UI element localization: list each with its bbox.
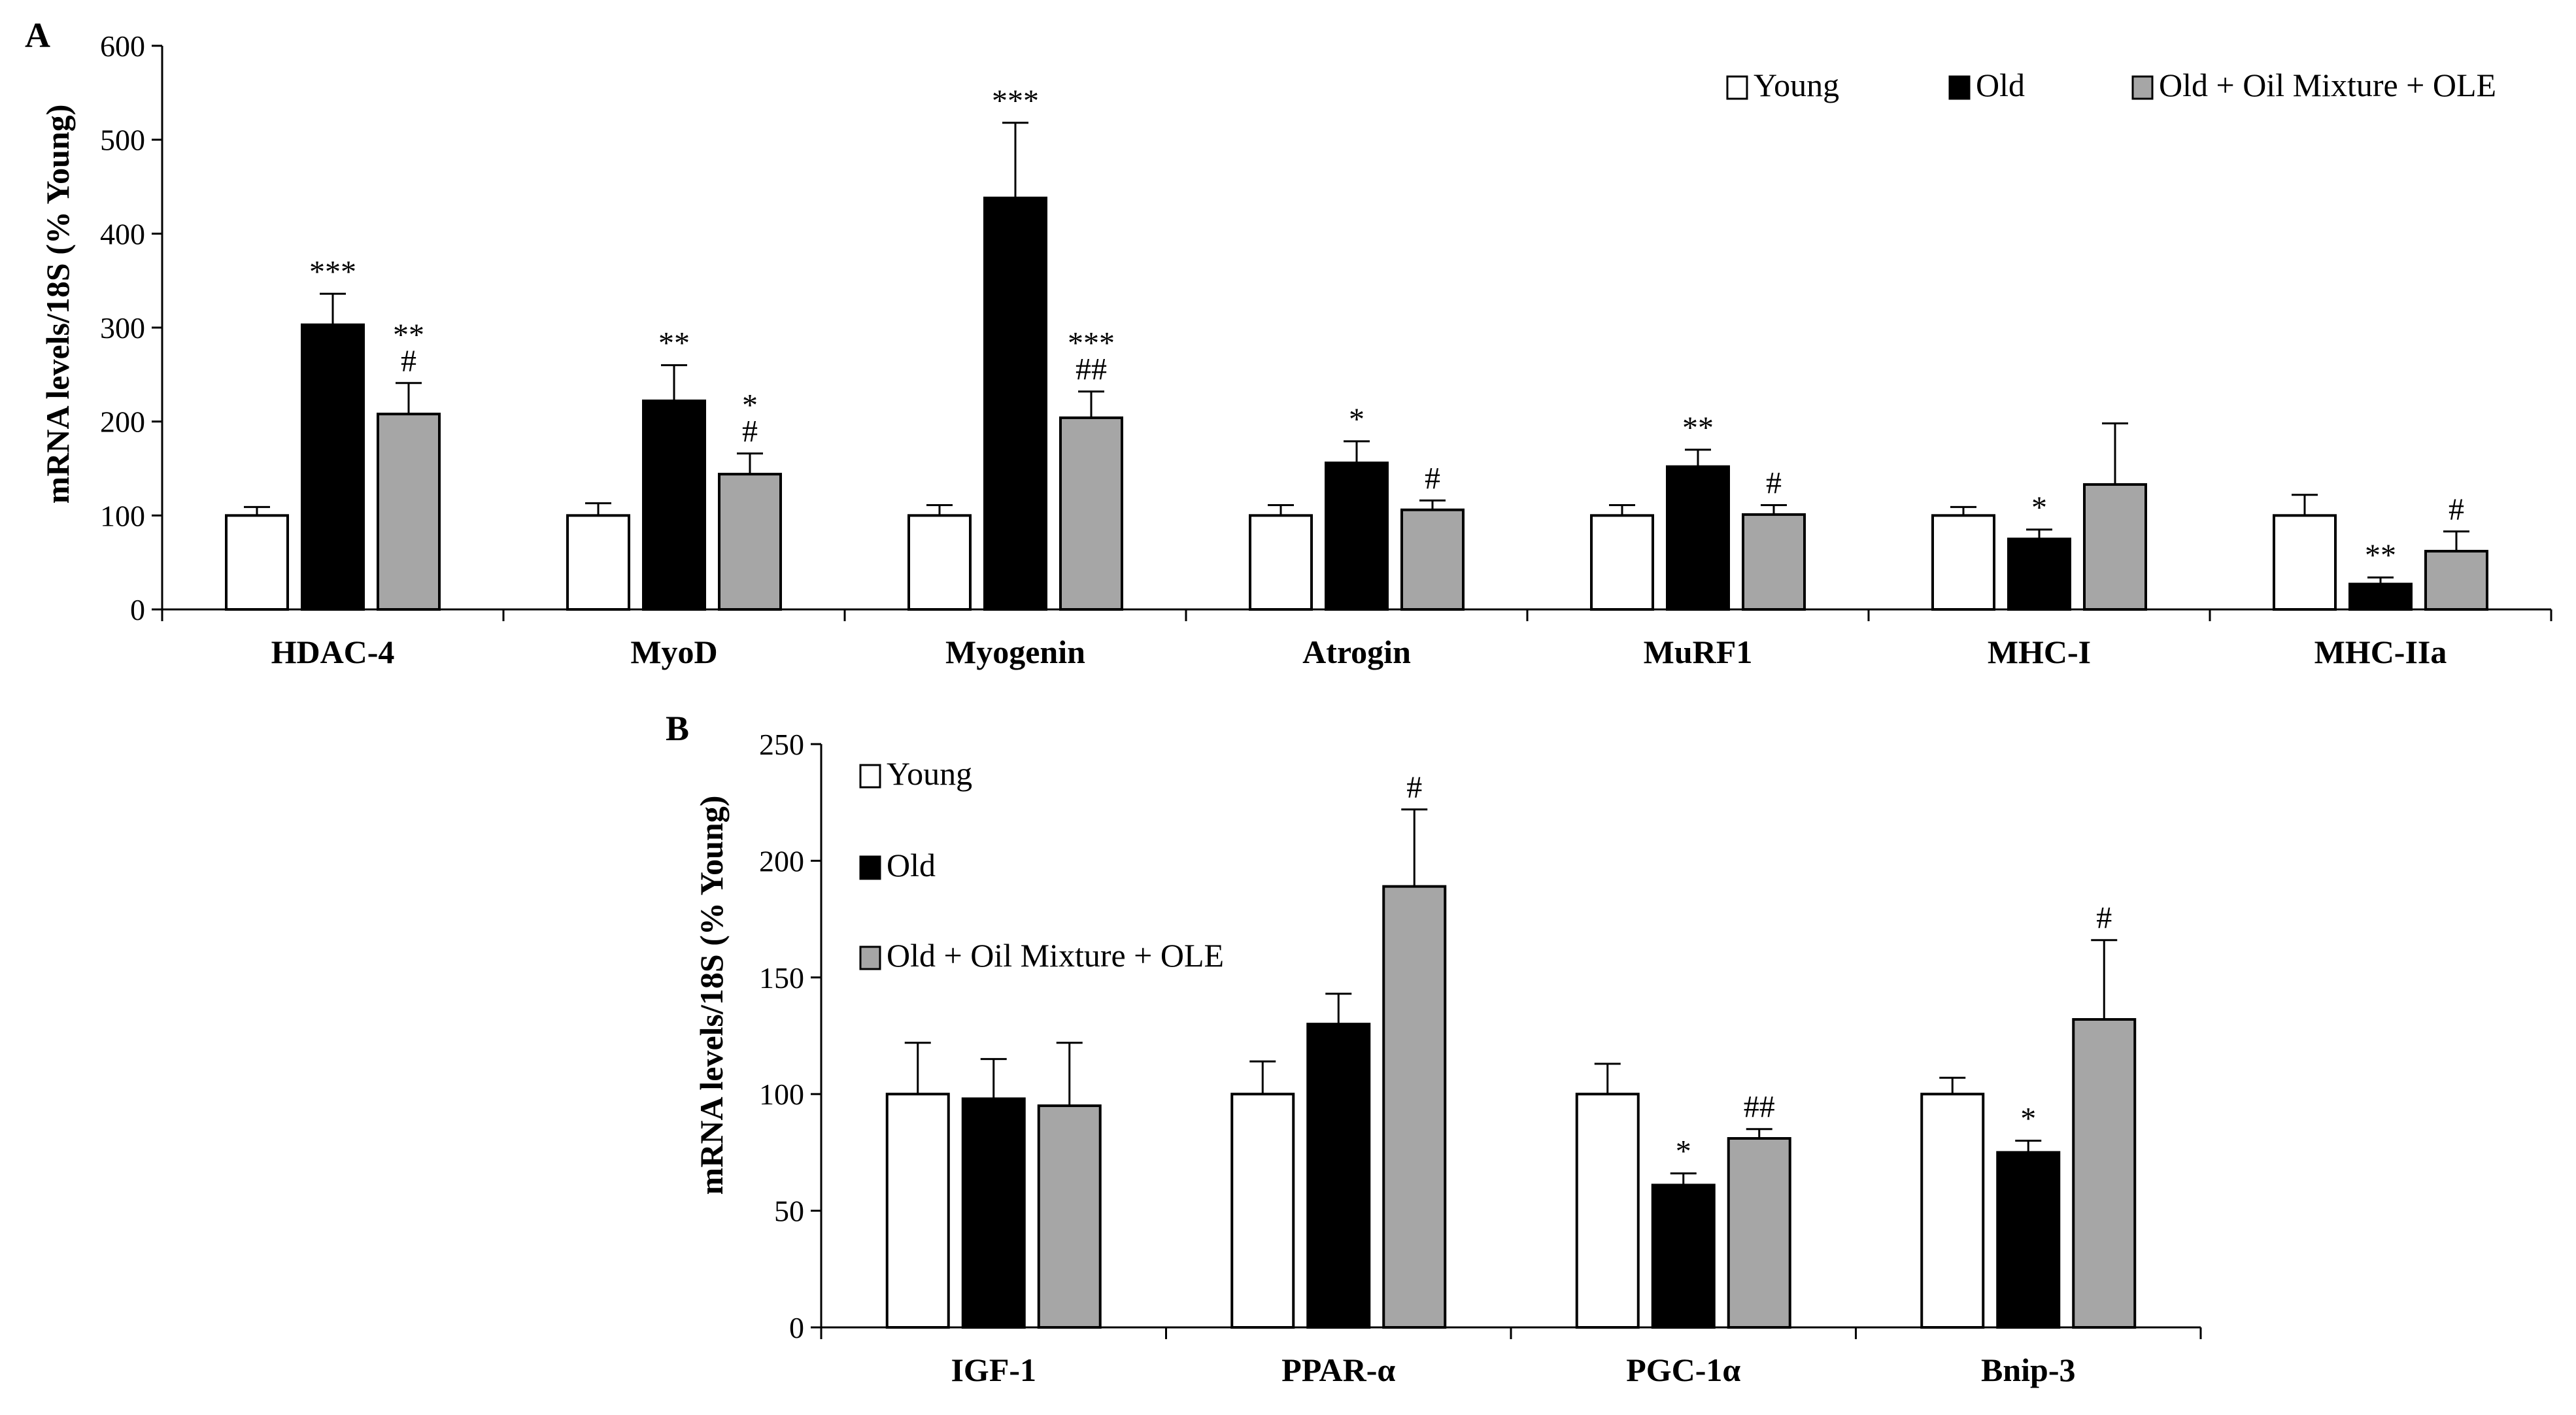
- panel-b: B mRNA levels/18S (% Young) 0 50 100 150 200…: [666, 709, 2202, 1388]
- legend-swatch-old-oil-mixture-ole: [2131, 75, 2154, 100]
- bar-mhc-i-old-oil-mixture-ole: [2083, 483, 2147, 611]
- y-tick-label: 200: [759, 844, 804, 878]
- significance-label: *: [2020, 1102, 2036, 1136]
- y-tick-label: 50: [774, 1195, 804, 1228]
- bar-atrogin-young: [1249, 514, 1313, 611]
- significance-label: **: [658, 326, 690, 360]
- significance-label: *: [742, 388, 758, 423]
- bar-pgc-1-old-oil-mixture-ole: [1727, 1136, 1791, 1329]
- y-tick-label: 300: [100, 311, 145, 345]
- significance-label: ***: [992, 84, 1039, 118]
- category-label-bnip-3: Bnip-3: [1981, 1352, 2076, 1388]
- significance-label: ##: [1744, 1090, 1775, 1125]
- y-tick-label: 0: [130, 593, 145, 626]
- y-tick-label: 150: [759, 961, 804, 995]
- y-tick-label: 0: [789, 1311, 804, 1344]
- bar-myogenin-old: [983, 196, 1047, 611]
- significance-label: #: [2449, 492, 2464, 527]
- significance-label: #: [401, 344, 416, 379]
- significance-label: ##: [1076, 352, 1107, 387]
- bar-atrogin-old-oil-mixture-ole: [1400, 508, 1465, 611]
- y-tick-label: 100: [759, 1078, 804, 1111]
- significance-label: ***: [309, 254, 356, 289]
- significance-label: ***: [1068, 326, 1115, 361]
- bar-igf-1-old: [961, 1097, 1026, 1329]
- bar-mhc-iia-young: [2273, 514, 2337, 611]
- bar-myogenin-old-oil-mixture-ole: [1059, 416, 1123, 611]
- bar-murf1-old-oil-mixture-ole: [1742, 513, 1806, 611]
- bar-igf-1-young: [885, 1093, 950, 1329]
- legend-label-young: Young: [1754, 67, 1839, 103]
- legend-swatch-young: [859, 764, 881, 789]
- bar-bnip-3-old-oil-mixture-ole: [2072, 1018, 2137, 1329]
- legend-swatch-young: [1726, 75, 1748, 100]
- legend-label-old: Old: [887, 847, 936, 883]
- bar-hdac-4-old: [301, 323, 365, 611]
- y-tick-label: 600: [100, 29, 145, 63]
- bar-bnip-3-young: [1920, 1093, 1985, 1329]
- panel-a-label: A: [25, 16, 50, 55]
- significance-label: #: [1766, 466, 1782, 501]
- category-label-mhc-i: MHC-I: [1988, 634, 2091, 670]
- panel-a: A mRNA levels/18S (% Young) 0 100 200 300 40…: [25, 16, 2552, 670]
- y-tick-label: 250: [759, 728, 804, 761]
- legend-label-old: Old: [1976, 67, 2025, 103]
- bar-pgc-1-young: [1575, 1093, 1640, 1329]
- significance-label: *: [1349, 402, 1364, 437]
- bar-ppar-old: [1306, 1023, 1371, 1329]
- category-label-mhc-iia: MHC-IIa: [2314, 634, 2447, 670]
- bar-mhc-iia-old: [2348, 583, 2413, 611]
- bar-ppar-young: [1230, 1093, 1295, 1329]
- significance-label: #: [1425, 461, 1440, 496]
- significance-label: *: [1676, 1134, 1691, 1169]
- legend-swatch-old: [1948, 75, 1971, 100]
- significance-label: *: [2031, 490, 2047, 525]
- bar-igf-1-old-oil-mixture-ole: [1037, 1104, 1102, 1329]
- y-tick-label: 200: [100, 405, 145, 439]
- category-label-igf-1: IGF-1: [951, 1352, 1036, 1388]
- panel-b-y-axis-title: mRNA levels/18S (% Young): [693, 796, 730, 1195]
- bar-mhc-i-old: [2007, 537, 2071, 611]
- bar-murf1-young: [1590, 514, 1654, 611]
- bar-myod-old-oil-mixture-ole: [718, 473, 782, 611]
- category-label-atrogin: Atrogin: [1302, 634, 1411, 670]
- bar-mhc-i-young: [1931, 514, 1995, 611]
- significance-label: **: [2365, 538, 2396, 573]
- bar-bnip-3-old: [1996, 1151, 2061, 1329]
- category-label-myod: MyoD: [630, 634, 717, 670]
- bar-myogenin-young: [907, 514, 972, 611]
- significance-label: **: [393, 318, 424, 352]
- y-tick-label: 100: [100, 499, 145, 532]
- significance-label: **: [1682, 411, 1714, 445]
- legend-label-old-oil-mixture-ole: Old + Oil Mixture + OLE: [2159, 67, 2496, 103]
- category-label-myogenin: Myogenin: [945, 634, 1085, 670]
- bar-myod-young: [566, 514, 630, 611]
- category-label-hdac-4: HDAC-4: [271, 634, 395, 670]
- legend-label-young: Young: [887, 755, 972, 792]
- bar-hdac-4-young: [225, 514, 289, 611]
- bar-atrogin-old: [1325, 461, 1389, 611]
- y-tick-label: 500: [100, 124, 145, 157]
- legend-label-old-oil-mixture-ole: Old + Oil Mixture + OLE: [887, 937, 1224, 974]
- bar-pgc-1-old: [1651, 1184, 1716, 1329]
- bar-murf1-old: [1666, 465, 1730, 611]
- panel-b-label: B: [666, 709, 689, 748]
- category-label-ppar: PPAR-α: [1281, 1352, 1395, 1388]
- y-tick-label: 400: [100, 217, 145, 250]
- significance-label: #: [2096, 901, 2112, 936]
- panel-a-y-axis-title: mRNA levels/18S (% Young): [39, 105, 76, 504]
- bar-myod-old: [642, 400, 706, 611]
- category-label-pgc-1: PGC-1α: [1626, 1352, 1740, 1388]
- significance-label: #: [1406, 770, 1422, 805]
- category-label-murf1: MuRF1: [1644, 634, 1753, 670]
- bar-hdac-4-old-oil-mixture-ole: [377, 413, 441, 611]
- bar-mhc-iia-old-oil-mixture-ole: [2424, 549, 2488, 611]
- legend-swatch-old: [859, 855, 881, 880]
- significance-label: #: [742, 415, 758, 449]
- legend-swatch-old-oil-mixture-ole: [859, 946, 881, 970]
- bar-ppar-old-oil-mixture-ole: [1382, 885, 1447, 1329]
